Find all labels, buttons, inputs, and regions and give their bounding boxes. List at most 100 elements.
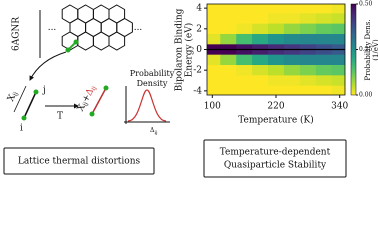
heat-cell (299, 23, 317, 35)
caption-box (3, 147, 155, 175)
distribution-title: Density (137, 79, 168, 88)
heat-cell (299, 65, 317, 76)
colorbar-tick-label: 0.25 (359, 46, 373, 53)
heat-cell (283, 54, 301, 66)
heat-cell (252, 65, 269, 76)
distribution-curve (127, 89, 167, 122)
heat-cell (207, 13, 221, 25)
ellipsis: ··· (48, 26, 57, 36)
heat-cell (220, 13, 237, 25)
colorbar-label: (1/eV) (372, 39, 378, 61)
heat-cell (252, 4, 269, 14)
site-label: i (20, 124, 23, 134)
heat-cell (268, 54, 285, 66)
heatmap (207, 4, 345, 95)
heat-cell (315, 4, 333, 14)
colorbar (350, 3, 357, 96)
chart: 100 220 340 -4 -2 0 2 4 Temperature (K) Bipolaron… (175, 1, 378, 126)
colorbar-tick-label: 0.00 (359, 92, 373, 99)
delta: Δ (150, 127, 155, 134)
heat-cell (236, 4, 253, 14)
heat-cell (252, 85, 269, 95)
arrow (29, 51, 67, 81)
colorbar-label: Probability Dens. (364, 19, 372, 80)
bond-label: Xij (6, 89, 19, 103)
bracket (13, 85, 27, 113)
heat-cell (220, 85, 237, 95)
heat-cell (315, 54, 333, 66)
heat-cell (207, 75, 221, 87)
delta-index: ij (154, 130, 158, 136)
heat-cell (331, 13, 345, 25)
bond-index: ij (81, 101, 89, 108)
bond (91, 87, 107, 115)
y-tick-label: -2 (193, 66, 202, 76)
heat-cell (331, 23, 345, 35)
heat-cell (268, 13, 285, 25)
heat-cell (283, 65, 301, 76)
heat-cell (315, 13, 333, 25)
heat-cell (315, 33, 333, 45)
heat-cell (268, 4, 285, 14)
heat-cell (236, 13, 253, 25)
lattice-label: 6AGNR (12, 17, 22, 51)
y-tick-label: 2 (196, 24, 202, 34)
heat-cell (331, 33, 345, 45)
hexagon (108, 31, 126, 51)
x-axis-label: Temperature (K) (238, 115, 314, 126)
y-tick-label: 0 (196, 45, 202, 55)
heat-cell (207, 23, 221, 35)
ellipsis: ··· (134, 26, 143, 36)
heat-cell (252, 23, 269, 35)
heat-cell (331, 75, 345, 87)
heat-cell (252, 33, 269, 45)
hexagon (92, 31, 110, 51)
heat-cell (207, 54, 221, 66)
heat-cell (283, 85, 301, 95)
figure: 6AGNR ··· ··· Xij i j T Xij+Δij Probabil… (3, 1, 378, 178)
heat-cell (283, 75, 301, 87)
heat-cell (252, 75, 269, 87)
x-tick-label: 340 (331, 102, 348, 112)
heat-cell (236, 85, 253, 95)
heat-cell (252, 13, 269, 25)
delta: Δ (84, 86, 96, 97)
heat-cell (283, 23, 301, 35)
heat-cell (207, 65, 221, 76)
caption-box (203, 139, 347, 178)
heat-cell (331, 54, 345, 66)
heat-cell (220, 54, 237, 66)
bond-symbol: X (75, 102, 87, 113)
heat-cell (299, 33, 317, 45)
atom (21, 115, 27, 121)
heat-cell (236, 75, 253, 87)
atom (33, 89, 39, 95)
heat-cell (283, 33, 301, 45)
atom (89, 111, 95, 117)
heat-cell (268, 33, 285, 45)
distribution-title: Probability (130, 69, 175, 78)
heat-cell (299, 54, 317, 66)
heat-cell (236, 54, 253, 66)
heat-cell (315, 85, 333, 95)
heat-cell (236, 65, 253, 76)
heat-cell (299, 4, 317, 14)
heat-cell (331, 4, 345, 14)
bond (23, 91, 37, 119)
distorted-bond-label: Xij+Δij (75, 83, 97, 113)
heat-cell (207, 85, 221, 95)
heat-cell (283, 4, 301, 14)
heat-cell (268, 65, 285, 76)
heat-cell (207, 4, 221, 14)
heat-cell (283, 13, 301, 25)
temperature-label: T (57, 112, 63, 122)
y-tick-label: 4 (196, 4, 202, 14)
x-tick-label: 100 (204, 102, 221, 112)
hexagon (77, 31, 94, 51)
y-tick-label: -4 (193, 86, 202, 96)
y-axis-label: Bipolaron Binding (175, 8, 185, 91)
heat-cell (252, 54, 269, 66)
y-axis-label: Energy (eV) (184, 23, 195, 78)
bond-index: ij (11, 91, 19, 98)
colorbar-tick-label: 0.50 (359, 1, 373, 8)
